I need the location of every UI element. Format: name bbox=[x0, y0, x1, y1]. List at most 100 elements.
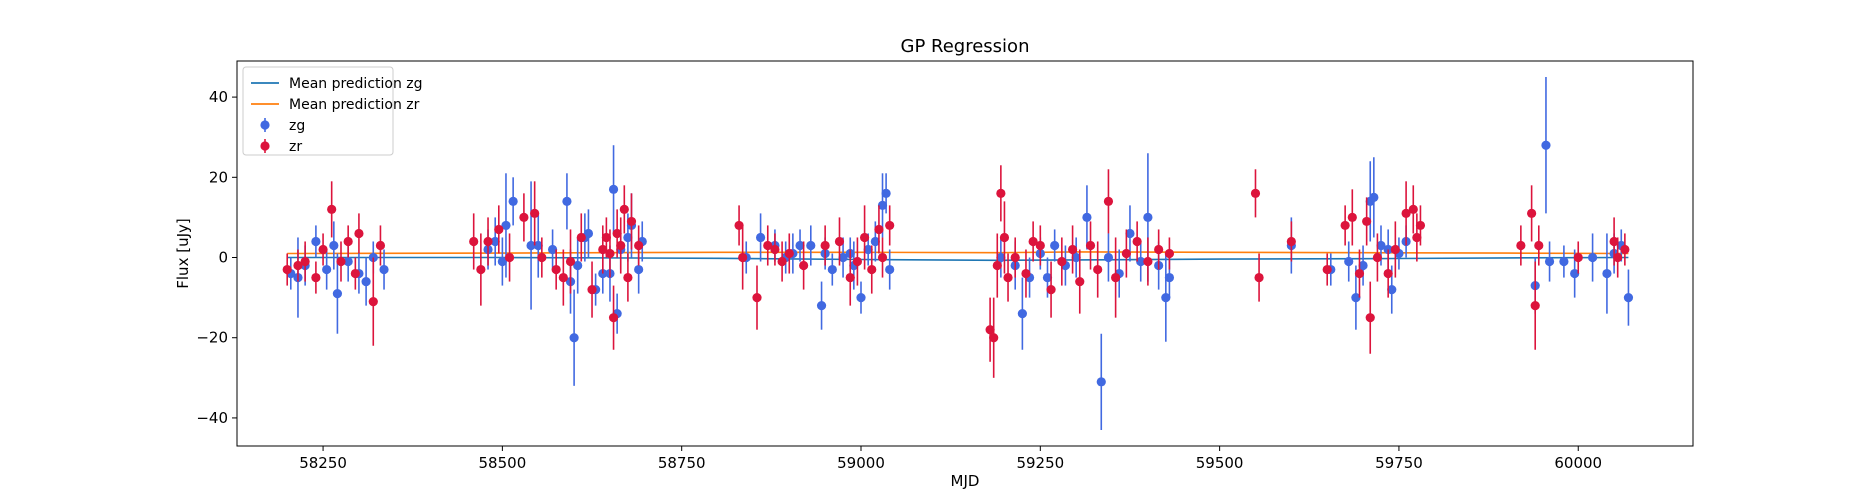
data-point bbox=[547, 244, 558, 255]
data-point bbox=[1017, 309, 1027, 319]
data-point bbox=[530, 208, 540, 218]
data-point bbox=[608, 184, 619, 194]
data-point bbox=[784, 248, 794, 259]
y-tick-label: −20 bbox=[196, 329, 228, 347]
data-point bbox=[494, 224, 504, 235]
data-point bbox=[483, 236, 493, 247]
axes-layer: 58250 58500 58750 59000 59250 59500 59750 60000… bbox=[196, 88, 1602, 472]
data-point bbox=[619, 204, 629, 214]
data-point bbox=[601, 232, 611, 243]
data-point bbox=[616, 240, 626, 251]
data-point bbox=[1620, 244, 1630, 255]
data-point bbox=[1085, 240, 1096, 251]
data-point bbox=[845, 272, 855, 283]
data-point bbox=[526, 240, 536, 251]
data-point bbox=[375, 240, 386, 251]
data-point bbox=[870, 236, 880, 247]
data-point bbox=[519, 212, 529, 223]
data-point bbox=[1570, 268, 1580, 279]
data-point bbox=[343, 256, 353, 267]
data-point bbox=[1609, 236, 1619, 247]
x-tick-label: 58500 bbox=[479, 454, 527, 472]
data-point bbox=[343, 236, 353, 247]
data-point bbox=[562, 196, 572, 206]
data-point bbox=[336, 256, 346, 267]
data-point bbox=[1164, 272, 1175, 283]
data-point bbox=[1028, 236, 1038, 247]
data-point bbox=[508, 196, 518, 206]
data-point bbox=[318, 244, 328, 255]
data-point bbox=[734, 220, 744, 231]
data-point bbox=[1376, 240, 1386, 251]
data-point bbox=[1010, 252, 1020, 263]
data-point bbox=[476, 264, 486, 275]
data-point bbox=[1516, 240, 1526, 251]
data-point bbox=[1559, 256, 1569, 267]
data-point bbox=[282, 264, 292, 275]
data-point bbox=[1362, 216, 1372, 227]
data-point bbox=[361, 276, 371, 287]
data-point bbox=[816, 301, 827, 311]
data-point bbox=[1286, 236, 1296, 247]
data-point bbox=[1354, 268, 1365, 279]
data-point bbox=[634, 240, 644, 251]
data-point bbox=[311, 236, 321, 247]
data-layer bbox=[282, 77, 1634, 430]
data-point bbox=[329, 240, 339, 251]
data-point bbox=[379, 264, 389, 275]
data-point bbox=[497, 256, 507, 267]
data-point bbox=[332, 289, 343, 299]
data-point bbox=[293, 260, 303, 271]
data-point bbox=[820, 240, 830, 251]
data-point bbox=[311, 272, 321, 283]
data-point bbox=[1623, 293, 1634, 303]
data-point bbox=[558, 272, 568, 283]
data-point bbox=[1587, 252, 1598, 263]
x-tick-label: 58250 bbox=[299, 454, 347, 472]
data-point bbox=[885, 264, 895, 275]
data-point bbox=[863, 244, 873, 255]
data-point bbox=[1530, 301, 1540, 311]
legend-label: Mean prediction zr bbox=[289, 97, 420, 113]
data-point bbox=[834, 236, 845, 247]
data-point bbox=[598, 244, 608, 255]
data-point bbox=[838, 252, 848, 263]
data-point bbox=[799, 260, 809, 271]
data-point bbox=[1408, 204, 1418, 214]
data-point bbox=[755, 232, 766, 243]
data-point bbox=[989, 333, 999, 343]
y-tick-label: 40 bbox=[209, 88, 228, 106]
data-point bbox=[992, 260, 1002, 271]
x-tick-label: 58750 bbox=[658, 454, 706, 472]
x-tick-label: 59250 bbox=[1016, 454, 1064, 472]
data-point bbox=[1347, 212, 1357, 223]
data-point bbox=[1143, 212, 1153, 223]
data-point bbox=[1573, 252, 1583, 263]
data-point bbox=[1003, 272, 1013, 283]
data-point bbox=[1103, 252, 1114, 263]
data-point bbox=[1021, 268, 1031, 279]
data-point bbox=[859, 232, 870, 243]
data-point bbox=[996, 252, 1006, 263]
y-tick-label: −40 bbox=[196, 409, 228, 427]
data-point bbox=[770, 244, 780, 255]
data-point bbox=[565, 256, 576, 267]
data-point bbox=[1544, 256, 1555, 267]
data-point bbox=[738, 252, 748, 263]
data-point bbox=[623, 232, 633, 243]
data-point bbox=[999, 232, 1010, 243]
data-point bbox=[368, 297, 378, 307]
data-point bbox=[1132, 236, 1142, 247]
data-point bbox=[1369, 192, 1379, 202]
data-point bbox=[469, 236, 479, 247]
data-point bbox=[354, 228, 364, 239]
y-tick-label: 0 bbox=[218, 249, 228, 267]
data-point bbox=[1164, 248, 1175, 259]
series-zr bbox=[282, 165, 1630, 378]
x-axis-label: MJD bbox=[951, 472, 980, 490]
data-point bbox=[322, 264, 332, 275]
data-point bbox=[1527, 208, 1537, 218]
data-point bbox=[1071, 252, 1081, 263]
data-point bbox=[1154, 244, 1164, 255]
data-point bbox=[1358, 260, 1368, 271]
